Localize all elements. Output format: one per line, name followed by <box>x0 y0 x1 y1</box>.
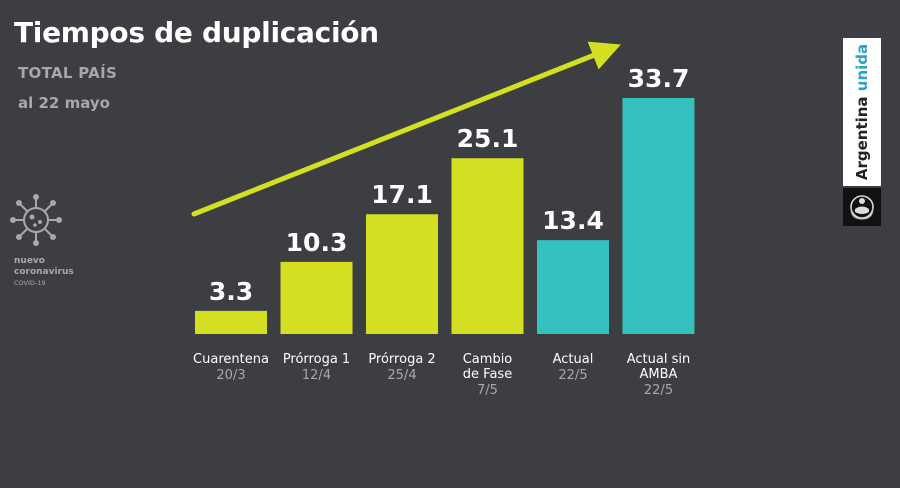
page-title: Tiempos de duplicación <box>14 16 379 49</box>
x-tick-label-3-line0: Cambio <box>463 352 513 367</box>
x-tick-label-5-line1: AMBA <box>640 367 678 382</box>
x-tick-date-2: 25/4 <box>387 368 416 383</box>
coronavirus-icon <box>10 194 62 246</box>
subtitle: TOTAL PAÍS <box>18 64 118 82</box>
bar-4 <box>537 240 609 334</box>
bar-1 <box>280 261 353 334</box>
argentina-unida-logo: Argentina unida <box>843 38 881 186</box>
x-tick-label-4: Actual <box>553 352 594 367</box>
brand-argentina: Argentina <box>853 96 871 181</box>
national-seal-icon <box>843 188 881 226</box>
bar-3 <box>451 158 524 334</box>
bar-value-label-1: 10.3 <box>286 228 348 257</box>
bar-value-label-0: 3.3 <box>209 277 253 306</box>
bar-value-label-5: 33.7 <box>628 64 690 93</box>
bar-value-label-2: 17.1 <box>371 180 433 209</box>
bar-value-label-3: 25.1 <box>457 124 519 153</box>
brand-unida: unida <box>853 43 871 92</box>
x-tick-date-3: 7/5 <box>477 383 498 398</box>
date-label: al 22 mayo <box>18 94 110 112</box>
x-tick-date-4: 22/5 <box>558 368 587 383</box>
x-tick-date-5: 22/5 <box>644 383 673 398</box>
x-tick-label-5-line0: Actual sin <box>627 352 690 367</box>
coronavirus-label-line3: COVID-19 <box>14 279 46 287</box>
x-tick-label-3-line1: de Fase <box>463 367 512 382</box>
bar-value-label-4: 13.4 <box>542 206 604 235</box>
coronavirus-label-line2: coronavirus <box>14 267 74 277</box>
brand-text: Argentina unida <box>853 44 871 180</box>
coronavirus-label: nuevo coronavirus COVID-19 <box>14 256 74 289</box>
bar-5 <box>622 98 695 334</box>
x-tick-label-0: Cuarentena <box>193 352 269 367</box>
bar-2 <box>366 214 438 334</box>
trend-arrow <box>191 41 621 217</box>
x-tick-label-1: Prórroga 1 <box>283 352 350 367</box>
bar-0 <box>195 310 267 334</box>
coronavirus-label-line1: nuevo <box>14 256 45 266</box>
x-tick-label-2: Prórroga 2 <box>368 352 435 367</box>
x-tick-date-0: 20/3 <box>216 368 245 383</box>
x-tick-date-1: 12/4 <box>302 368 331 383</box>
